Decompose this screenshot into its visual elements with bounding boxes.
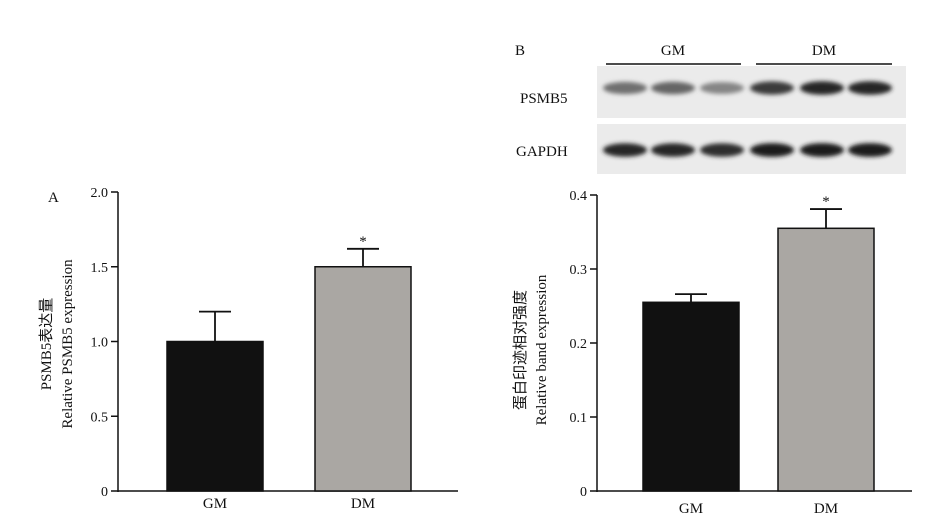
y-tick-label: 0.3 [570, 263, 588, 278]
blot-group-gm: GM [661, 43, 685, 59]
blot-band [750, 143, 794, 157]
bar [166, 340, 264, 492]
blot-band [848, 143, 892, 157]
y-tick-label: 0 [580, 485, 587, 500]
blot-band [603, 81, 647, 95]
blot-band [651, 143, 695, 157]
significance-marker: * [822, 194, 830, 210]
blot-group-dm: DM [812, 43, 836, 59]
y-tick-label: 0 [101, 485, 108, 500]
category-label: DM [351, 496, 375, 512]
panel-b-ylabel-cn: 蛋白印迹相对强度 [512, 290, 529, 410]
category-label: DM [814, 501, 838, 517]
significance-marker: * [359, 234, 367, 250]
y-tick-label: 0.1 [570, 411, 588, 426]
blot-band [750, 81, 794, 95]
bar [314, 266, 412, 492]
category-label: GM [679, 501, 703, 517]
western-blot: B GM DM PSMB5 GAPDH [515, 43, 906, 174]
blot-band [800, 81, 844, 95]
panel-b-letter: B [515, 43, 525, 59]
y-tick-label: 1.0 [91, 336, 109, 351]
blot-band [700, 82, 744, 94]
bar [777, 227, 875, 492]
panel-a-ylabel-en: Relative PSMB5 expression [60, 259, 76, 429]
panel-a-ylabel-cn: PSMB5表达量 [38, 298, 55, 391]
bar [642, 301, 740, 492]
panel-a-letter: A [48, 190, 59, 206]
blot-band [603, 143, 647, 157]
blot-band [848, 81, 892, 95]
blot-row-label-psmb5: PSMB5 [520, 91, 568, 107]
y-tick-label: 1.5 [91, 261, 109, 276]
panel-b-ylabel-en: Relative band expression [534, 274, 550, 425]
y-tick-label: 2.0 [91, 186, 109, 201]
blot-band [651, 81, 695, 95]
y-tick-label: 0.2 [570, 337, 588, 352]
blot-band [700, 143, 744, 157]
panel-a-chart: A PSMB5表达量 Relative PSMB5 expression 0 0.… [38, 186, 458, 512]
blot-band [800, 143, 844, 157]
blot-row-label-gapdh: GAPDH [516, 144, 568, 160]
y-tick-label: 0.5 [91, 410, 109, 425]
y-tick-label: 0.4 [570, 189, 588, 204]
category-label: GM [203, 496, 227, 512]
panel-b-chart: 蛋白印迹相对强度 Relative band expression 0 0.1 0.… [512, 189, 912, 517]
